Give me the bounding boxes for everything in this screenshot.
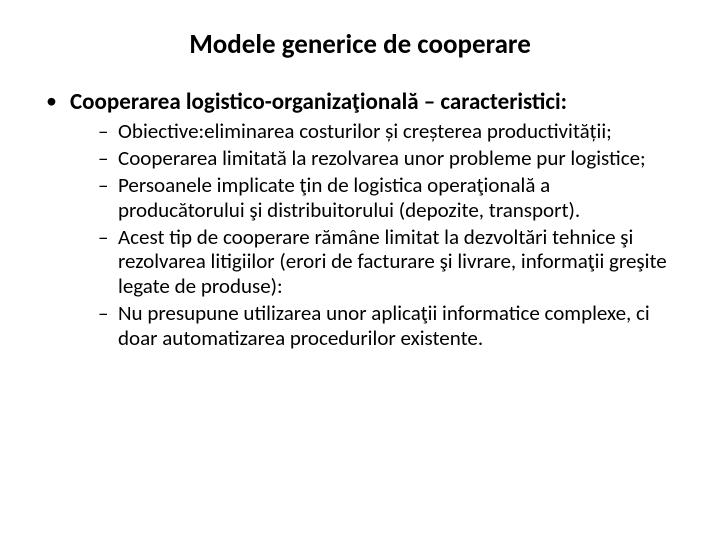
- bullet-list: Cooperarea logistico-organizaţională – c…: [40, 89, 680, 350]
- slide-title: Modele generice de cooperare: [40, 28, 680, 61]
- list-item: Nu presupune utilizarea unor aplicaţii i…: [98, 301, 680, 351]
- list-item: Acest tip de cooperare rămâne limitat la…: [98, 225, 680, 299]
- sub-list: Obiective:eliminarea costurilor și creșt…: [70, 119, 680, 350]
- list-item: Cooperarea limitată la rezolvarea unor p…: [98, 146, 680, 171]
- list-item: Persoanele implicate ţin de logistica op…: [98, 173, 680, 223]
- list-item: Cooperarea logistico-organizaţională – c…: [40, 89, 680, 350]
- bullet-heading: Cooperarea logistico-organizaţională – c…: [70, 89, 680, 115]
- list-item: Obiective:eliminarea costurilor și creșt…: [98, 119, 680, 144]
